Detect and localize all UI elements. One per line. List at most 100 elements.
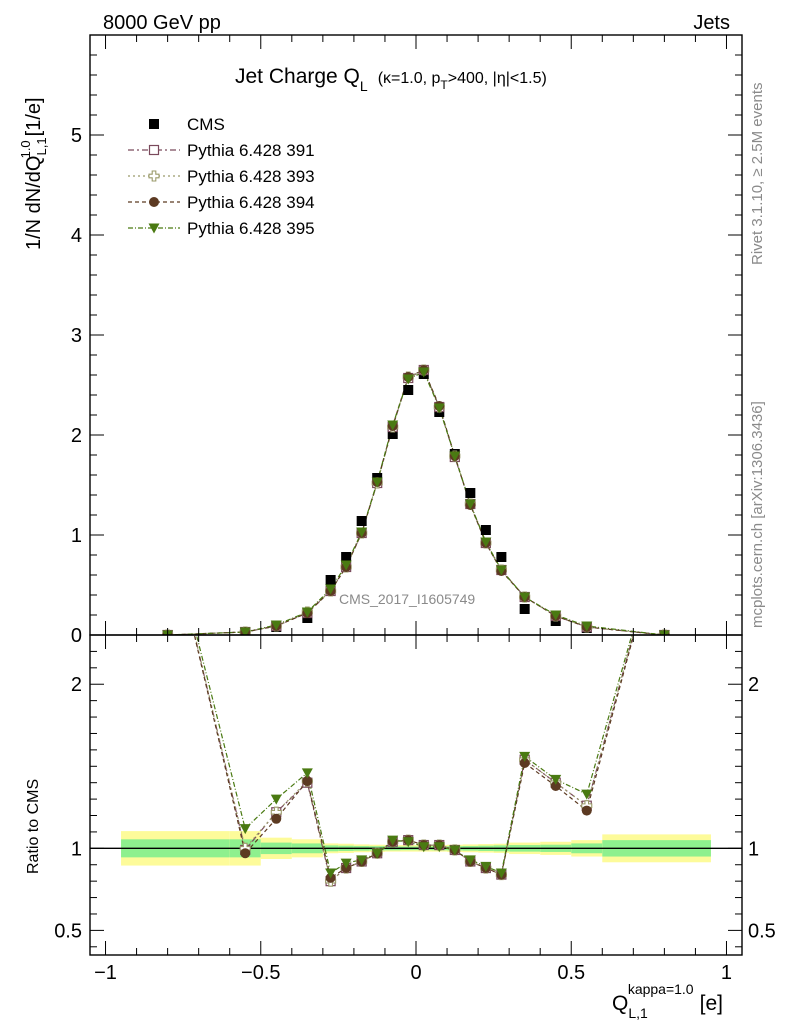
ratio-point-3	[519, 758, 530, 768]
ratio-point-4	[581, 789, 593, 800]
header-right: Jets	[693, 12, 730, 34]
mc-point-4	[356, 527, 368, 538]
main-y-axis-label-text: 1/N dN/dQL,11.0[1/e]	[18, 97, 49, 250]
ratio-point-4	[340, 858, 352, 869]
ratio-point-4	[402, 837, 414, 848]
ratio-frame	[89, 634, 743, 956]
cms-data-point	[496, 552, 507, 562]
legend-entry: CMS	[149, 115, 225, 134]
ratio-point-2	[659, 515, 669, 525]
main-y-tick-label: 5	[71, 125, 82, 147]
ratio-point-4	[550, 774, 562, 785]
ratio-point-4	[270, 794, 282, 805]
mc-point-4	[433, 403, 445, 414]
mc-point-4	[581, 621, 593, 632]
main-y-axis-label: 1/N dN/dQL,11.0[1/e]	[18, 97, 49, 250]
cms-data-point	[519, 604, 530, 614]
legend-label: Pythia 6.428 394	[187, 193, 315, 212]
cms-data-point	[403, 385, 414, 395]
ratio-point-3	[240, 848, 251, 859]
legend: CMS Pythia 6.428 391 Pythia 6.428 393 Pythi…	[128, 115, 315, 238]
ratio-point-4	[301, 768, 313, 779]
ratio-point-4	[659, 516, 670, 526]
main-y-tick-label: 0	[71, 625, 82, 647]
cms-data-point	[356, 516, 367, 526]
mcplots-label: mcplots.cern.ch [arXiv:1306.3436]	[749, 401, 766, 628]
ratio-point-4	[519, 751, 531, 762]
ratio-y-axis-label: Ratio to CMS	[25, 779, 42, 874]
tick-labels: 0 1 2 3 4 5 0.5 0.5 1 1 2 2 −1 −0.5 0 0.5 1	[54, 125, 776, 984]
cms-data-point	[387, 429, 398, 439]
ratio-point-4	[495, 868, 507, 879]
ratio-point-1	[163, 516, 172, 525]
legend-entry: Pythia 6.428 395	[128, 219, 315, 238]
chart-title-text: Jet Charge QL (κ=1.0, pT>400, |η|<1.5)	[235, 65, 547, 94]
legend-label: Pythia 6.428 395	[187, 219, 315, 238]
header-left: 8000 GeV pp	[103, 12, 221, 34]
ratio-point-3	[581, 805, 592, 816]
cms-data-point	[341, 552, 352, 562]
legend-marker	[149, 197, 159, 207]
x-tick-label: 0.5	[557, 962, 585, 984]
mc-point-4	[480, 537, 492, 548]
ratio-point-3	[163, 515, 173, 525]
main-y-tick-label: 4	[71, 225, 82, 247]
legend-entry: Pythia 6.428 391	[128, 141, 315, 160]
mc-point-4	[519, 592, 531, 603]
legend-marker	[148, 144, 160, 156]
x-axis-label: QL,1kappa=1.0[e]	[612, 981, 723, 1021]
ratio-y-tick-label-right: 0.5	[748, 920, 776, 942]
cms-data-point	[480, 525, 491, 535]
ratio-point-4	[239, 824, 251, 835]
main-y-tick-label: 3	[71, 325, 82, 347]
x-tick-label: −0.5	[241, 962, 280, 984]
ratio-point-4	[433, 842, 445, 853]
x-tick-label: −1	[94, 962, 117, 984]
ratio-point-3	[659, 515, 669, 525]
cms-data-point	[465, 488, 476, 498]
mc-point-4	[301, 607, 313, 618]
legend-label: Pythia 6.428 391	[187, 141, 315, 160]
ratio-point-1	[660, 516, 669, 525]
mc-point-4	[449, 451, 461, 462]
ratio-line-4	[195, 635, 633, 874]
mc-point-4	[550, 610, 562, 621]
legend-label: Pythia 6.428 393	[187, 167, 315, 186]
mc-point-4	[495, 565, 507, 576]
ratio-y-tick-label: 0.5	[54, 920, 82, 942]
mc-point-4	[371, 477, 383, 488]
legend-marker	[148, 170, 160, 182]
ratio-point-3	[550, 780, 561, 791]
ratio-point-4	[387, 835, 399, 846]
x-tick-label: 0	[410, 962, 421, 984]
legend-entry: Pythia 6.428 394	[128, 193, 315, 212]
mc-point-4	[340, 560, 352, 571]
mc-point-4	[402, 374, 414, 385]
mc-point-4	[387, 420, 399, 431]
rivet-label: Rivet 3.1.10, ≥ 2.5M events	[749, 83, 766, 266]
mc-point-4	[270, 620, 282, 631]
ratio-series-group	[162, 515, 670, 887]
ratio-y-tick-label: 1	[71, 838, 82, 860]
chart-title: Jet Charge QL (κ=1.0, pT>400, |η|<1.5)	[235, 65, 547, 94]
ratio-panel	[89, 515, 743, 956]
mc-point-4	[464, 499, 476, 510]
x-axis-label-text: QL,1kappa=1.0[e]	[612, 981, 723, 1021]
main-y-tick-label: 2	[71, 425, 82, 447]
mc-point-4	[418, 367, 430, 378]
ratio-y-tick-label: 2	[71, 674, 82, 696]
ratio-point-4	[449, 845, 461, 856]
ratio-point-3	[271, 813, 282, 824]
legend-entry: Pythia 6.428 393	[128, 167, 315, 186]
ratio-point-4	[162, 516, 173, 526]
legend-marker	[148, 223, 160, 234]
axis-ticks	[90, 34, 742, 955]
ratio-point-4	[325, 868, 337, 879]
ratio-point-4	[371, 848, 383, 859]
cms-data-point	[325, 575, 336, 585]
legend-label: CMS	[187, 115, 225, 134]
ratio-y-tick-label-right: 1	[748, 838, 759, 860]
ratio-line-3	[193, 635, 635, 879]
analysis-watermark: CMS_2017_I1605749	[339, 591, 475, 607]
